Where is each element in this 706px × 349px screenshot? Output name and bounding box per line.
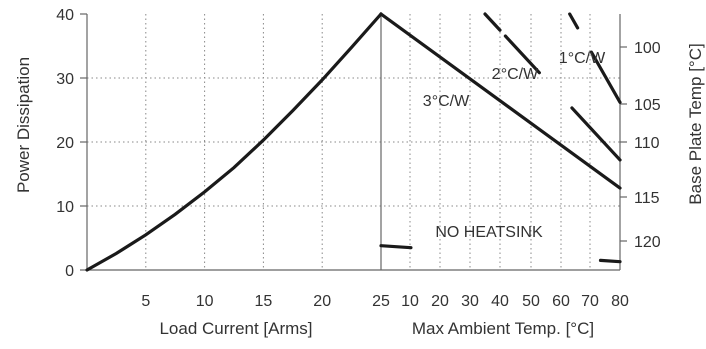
left-y-axis-label: Power Dissipation xyxy=(14,57,33,193)
thermal-line-2-c-w xyxy=(483,12,622,162)
left-x-axis-label: Load Current [Arms] xyxy=(159,319,312,338)
right-x-tick-label: 20 xyxy=(431,293,449,310)
right-x-tick-label: 60 xyxy=(552,293,570,310)
power-dissipation-curve xyxy=(85,12,383,272)
right-x-tick-label: 10 xyxy=(401,293,419,310)
left-x-tick-label: 5 xyxy=(141,293,150,310)
right-y-axis-label: Base Plate Temp [°C] xyxy=(686,43,705,204)
series-label-1-c-w: 1°C/W xyxy=(559,50,606,67)
left-x-tick-label: 25 xyxy=(372,293,390,310)
thermal-line-1-c-w xyxy=(568,12,622,104)
right-x-tick-label: 30 xyxy=(461,293,479,310)
series-label-3-c-w: 3°C/W xyxy=(423,93,470,110)
y2-tick-label: 105 xyxy=(634,97,661,114)
right-x-tick-label: 80 xyxy=(611,293,629,310)
y-tick-label: 30 xyxy=(56,71,74,88)
right-x-tick-label: 40 xyxy=(491,293,509,310)
right-x-axis-label: Max Ambient Temp. [°C] xyxy=(412,319,594,338)
y-tick-label: 40 xyxy=(56,7,74,24)
frame-layer xyxy=(80,13,627,271)
label-layer: Load Current [Arms] Max Ambient Temp. [°… xyxy=(14,7,705,338)
right-x-tick-label: 70 xyxy=(581,293,599,310)
y-tick-label: 10 xyxy=(56,199,74,216)
right-x-tick-label: 50 xyxy=(522,293,540,310)
thermal-line-3-c-w xyxy=(379,12,622,190)
y-tick-label: 20 xyxy=(56,135,74,152)
grid-layer xyxy=(87,14,620,270)
y2-tick-label: 115 xyxy=(634,190,660,207)
y-tick-label: 0 xyxy=(65,263,74,280)
series-label-2-c-w: 2°C/W xyxy=(492,66,539,83)
y2-tick-label: 100 xyxy=(634,40,661,57)
y2-tick-label: 110 xyxy=(634,135,660,152)
left-x-tick-label: 20 xyxy=(313,293,331,310)
series-label-no-heatsink: NO HEATSINK xyxy=(435,224,543,241)
left-x-tick-label: 10 xyxy=(196,293,214,310)
y2-tick-label: 120 xyxy=(634,234,661,251)
series-layer xyxy=(85,12,622,272)
left-x-tick-label: 15 xyxy=(255,293,273,310)
